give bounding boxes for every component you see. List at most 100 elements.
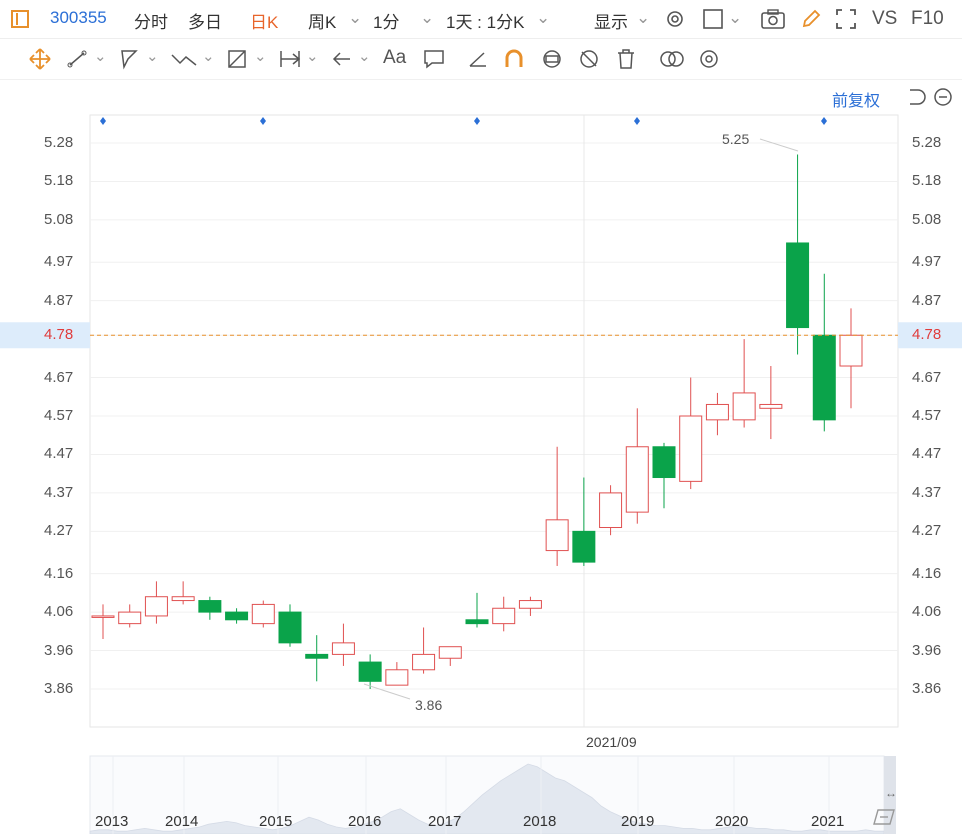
lock-icon[interactable] bbox=[540, 47, 564, 71]
drawing-toolbar: ⌄ ⌄ ⌄ ⌄ ⌄ ⌄ Aa bbox=[0, 39, 962, 80]
candle-body bbox=[705, 403, 729, 421]
chevron-down-icon[interactable]: ⌄ bbox=[202, 48, 215, 65]
chevron-down-icon[interactable]: ⌄ bbox=[728, 8, 743, 27]
stock-code[interactable]: 300355 bbox=[50, 8, 107, 27]
y-tick-label: 4.27 bbox=[912, 522, 942, 540]
angle-tool-icon[interactable] bbox=[466, 47, 490, 71]
y-tick-label: 4.67 bbox=[44, 368, 74, 386]
candle bbox=[438, 646, 462, 666]
candle-body bbox=[518, 600, 542, 609]
chart-grid bbox=[0, 114, 962, 728]
chevron-down-icon[interactable]: ⌄ bbox=[306, 48, 319, 65]
chevron-down-icon[interactable]: ⌄ bbox=[636, 8, 651, 27]
zoom-in-icon[interactable] bbox=[957, 86, 962, 113]
trash-icon[interactable] bbox=[614, 47, 638, 71]
chevron-down-icon[interactable]: ⌄ bbox=[420, 8, 435, 27]
fullscreen-icon[interactable] bbox=[835, 8, 857, 35]
volume-area bbox=[89, 763, 885, 834]
y-tick-label: 4.16 bbox=[44, 564, 74, 582]
price-highlight-left bbox=[0, 322, 90, 349]
chevron-down-icon[interactable]: ⌄ bbox=[348, 8, 363, 27]
adjust-mode[interactable]: 前复权 bbox=[832, 93, 881, 110]
range-tool-icon[interactable] bbox=[278, 47, 302, 71]
candle-body bbox=[786, 242, 810, 329]
tab-zhouk[interactable]: 周K bbox=[308, 13, 337, 32]
fib-tool-icon[interactable] bbox=[226, 47, 250, 71]
tab-duori[interactable]: 多日 bbox=[188, 13, 222, 32]
candle-body bbox=[492, 607, 516, 625]
undo-icon[interactable] bbox=[904, 86, 926, 113]
polygon-tool-icon[interactable] bbox=[118, 47, 142, 71]
settings-icon[interactable] bbox=[697, 47, 721, 71]
panel-icon[interactable] bbox=[10, 9, 30, 34]
tab-fenshi[interactable]: 分时 bbox=[134, 13, 168, 32]
x-tick-label: 2015 bbox=[259, 813, 293, 830]
candle bbox=[492, 596, 516, 632]
x-tick-label: 2013 bbox=[95, 813, 129, 830]
candle-body bbox=[225, 611, 249, 621]
top-bar: 300355 分时 多日 日K 周K ⌄ 1分 ⌄ 1天 : 1分K ⌄ 显示 … bbox=[0, 0, 962, 39]
candle bbox=[839, 308, 863, 409]
y-tick-label: 4.78 bbox=[44, 326, 74, 344]
candle-body bbox=[465, 619, 489, 625]
candle bbox=[705, 392, 729, 436]
y-tick-label: 4.47 bbox=[912, 445, 942, 463]
interval-select[interactable]: 1天 : 1分K bbox=[446, 13, 525, 32]
kline-chart[interactable] bbox=[0, 110, 962, 834]
candle bbox=[225, 608, 249, 624]
camera-icon[interactable] bbox=[760, 8, 786, 35]
candle-body bbox=[144, 596, 168, 617]
candle-body bbox=[305, 653, 329, 659]
candle-body bbox=[599, 492, 623, 529]
compare-icon[interactable] bbox=[658, 47, 684, 71]
candle bbox=[679, 377, 703, 490]
candle bbox=[278, 604, 302, 647]
crosshair-date: 2021/09 bbox=[586, 734, 637, 750]
candle-body bbox=[278, 611, 302, 644]
gear-icon[interactable] bbox=[664, 8, 686, 35]
f10-button[interactable]: F10 bbox=[911, 8, 944, 29]
candle bbox=[358, 654, 382, 689]
candle bbox=[144, 581, 168, 624]
pencil-icon[interactable] bbox=[800, 8, 822, 35]
move-icon[interactable] bbox=[28, 47, 52, 71]
square-icon[interactable] bbox=[702, 8, 724, 35]
candle bbox=[572, 477, 596, 566]
event-marker bbox=[474, 117, 480, 125]
arrow-left-icon[interactable] bbox=[330, 47, 354, 71]
x-tick-label: 2019 bbox=[621, 813, 655, 830]
wave-tool-icon[interactable] bbox=[170, 47, 197, 71]
event-marker bbox=[260, 117, 266, 125]
y-tick-label: 4.97 bbox=[912, 253, 942, 271]
line-tool-icon[interactable] bbox=[66, 47, 90, 71]
tab-rik[interactable]: 日K bbox=[250, 13, 279, 32]
chevron-down-icon[interactable]: ⌄ bbox=[254, 48, 267, 65]
x-tick-label: 2017 bbox=[428, 813, 462, 830]
chevron-down-icon[interactable]: ⌄ bbox=[536, 8, 551, 27]
resize-handle-icon[interactable]: ↔ bbox=[885, 786, 897, 800]
candle-body bbox=[118, 611, 142, 625]
y-tick-label: 4.47 bbox=[44, 445, 74, 463]
candle bbox=[118, 604, 142, 628]
candle bbox=[171, 581, 195, 605]
y-tick-label: 4.97 bbox=[44, 253, 74, 271]
chevron-down-icon[interactable]: ⌄ bbox=[358, 48, 371, 65]
text-tool[interactable]: Aa bbox=[383, 47, 407, 68]
magnet-icon[interactable] bbox=[502, 47, 526, 71]
candle-body bbox=[438, 646, 462, 659]
hide-icon[interactable] bbox=[577, 47, 601, 71]
candle-body bbox=[251, 603, 275, 625]
chevron-down-icon[interactable]: ⌄ bbox=[146, 48, 159, 65]
candle-body bbox=[572, 530, 596, 563]
y-tick-label: 4.06 bbox=[912, 603, 942, 621]
y-tick-label: 5.08 bbox=[912, 210, 942, 228]
comment-icon[interactable] bbox=[422, 47, 446, 71]
display-menu[interactable]: 显示 bbox=[594, 13, 628, 32]
candle-body bbox=[839, 334, 863, 367]
tab-1min[interactable]: 1分 bbox=[373, 13, 400, 32]
candle-body bbox=[331, 642, 355, 655]
min-price-label: 3.86 bbox=[415, 697, 443, 713]
vs-button[interactable]: VS bbox=[872, 8, 898, 29]
chevron-down-icon[interactable]: ⌄ bbox=[94, 48, 107, 65]
zoom-out-icon[interactable] bbox=[932, 86, 954, 113]
